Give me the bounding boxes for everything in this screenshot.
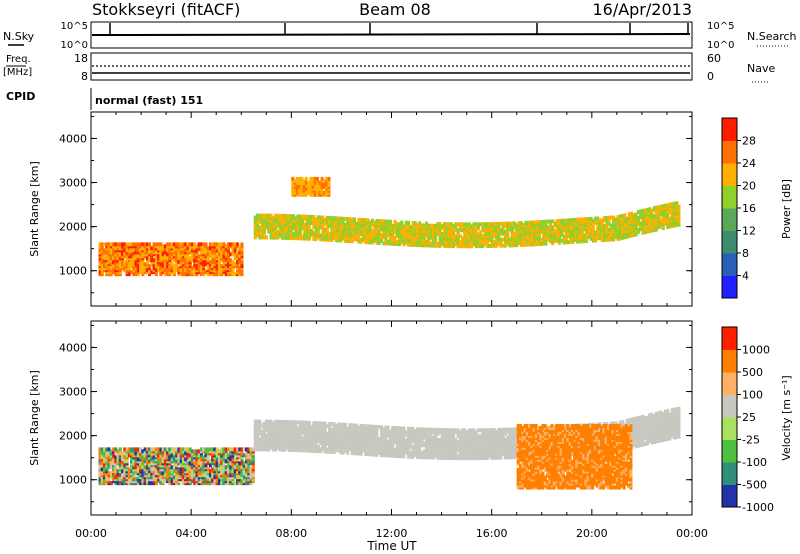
nave-tick-top: 60 — [707, 52, 721, 65]
colorbar-swatch — [722, 394, 737, 418]
cpid-label: CPID — [6, 90, 35, 103]
nsky-tick-top: 10^5 — [61, 21, 88, 32]
colorbar-swatch — [722, 462, 737, 485]
freq-panel — [90, 52, 693, 81]
power-colorbar: 4 8 12 16 20 24 28 Power [dB] — [721, 117, 793, 299]
heatmap-morning-flow — [98, 447, 255, 486]
colorbar-tick-label: 16 — [742, 202, 756, 215]
colorbar-swatch — [722, 275, 737, 299]
colorbar-tick-label: 100 — [742, 389, 763, 402]
colorbar-swatch — [722, 140, 737, 164]
colorbar-swatch — [722, 327, 737, 350]
colorbar-swatch — [722, 484, 737, 508]
x-tick-label: 04:00 — [175, 527, 207, 540]
heatmap-evening-flow — [516, 424, 633, 490]
colorbar-tick-label: -500 — [742, 479, 767, 492]
power-ylabel: Slant Range [km] — [28, 161, 41, 257]
nsky-tick-bottom: 10^0 — [61, 40, 88, 51]
x-axis-label: Time UT — [366, 539, 417, 553]
nave-label: Nave — [747, 62, 775, 75]
station-title: Stokkseyri (fitACF) — [92, 0, 240, 19]
y-tick-label: 4000 — [59, 341, 87, 354]
colorbar-tick-label: 8 — [742, 247, 749, 260]
colorbar-swatch — [722, 230, 737, 254]
nsky-spikes — [109, 23, 689, 35]
colorbar-swatch — [722, 208, 737, 231]
freq-label-2: [MHz] — [3, 67, 32, 78]
y-tick-label: 3000 — [59, 177, 87, 190]
x-tick-label: 00:00 — [75, 527, 107, 540]
velocity-colorbar: 1000 500 100 25 -25 -100 -500 -1000 Velocity [m… — [721, 326, 793, 514]
velocity-cbar-label: Velocity [m s⁻¹] — [780, 375, 793, 460]
y-tick-label: 2000 — [59, 221, 87, 234]
freq-label-1: Freq. — [6, 54, 31, 65]
nsky-trace — [91, 33, 691, 36]
cpid-value: normal (fast) 151 — [95, 94, 203, 107]
velocity-panel: 1000 2000 3000 4000 00:00 04:00 08:00 12:00 16:… — [28, 320, 708, 553]
colorbar-tick-label: -100 — [742, 456, 767, 469]
power-panel: 1000 2000 3000 4000 Slant Range [km] — [28, 111, 693, 307]
colorbar-swatch — [722, 417, 737, 440]
power-x-ticks — [90, 112, 693, 306]
colorbar-tick-label: -1000 — [742, 501, 774, 514]
nsearch-tick-bottom: 10^0 — [707, 40, 734, 51]
velocity-x-axis: 00:00 04:00 08:00 12:00 16:00 20:00 00:00 — [75, 321, 708, 540]
x-tick-label: 00:00 — [676, 527, 708, 540]
colorbar-tick-label: 4 — [742, 270, 749, 283]
velocity-y-axis: 1000 2000 3000 4000 — [59, 324, 692, 503]
colorbar-swatch — [722, 185, 737, 209]
heatmap-main-band — [253, 201, 681, 249]
y-tick-label: 4000 — [59, 132, 87, 145]
colorbar-tick-label: 20 — [742, 180, 756, 193]
colorbar-swatch — [722, 372, 737, 395]
x-tick-label: 20:00 — [576, 527, 608, 540]
colorbar-tick-label: 12 — [742, 225, 756, 238]
colorbar-tick-label: 500 — [742, 366, 763, 379]
power-heatmap — [98, 176, 681, 277]
colorbar-tick-label: 1000 — [742, 344, 770, 357]
date-title: 16/Apr/2013 — [592, 0, 692, 19]
y-tick-label: 2000 — [59, 430, 87, 443]
x-tick-label: 16:00 — [476, 527, 508, 540]
colorbar-swatch — [722, 439, 737, 463]
y-tick-label: 1000 — [59, 265, 87, 278]
heatmap-morning-patch — [98, 242, 244, 277]
freq-tick-top: 18 — [74, 52, 88, 65]
colorbar-tick-label: -25 — [742, 434, 760, 447]
colorbar-swatch — [722, 253, 737, 276]
velocity-heatmap — [98, 406, 681, 490]
nsearch-tick-top: 10^5 — [707, 21, 734, 32]
x-tick-label: 08:00 — [275, 527, 307, 540]
heatmap-upper-patch — [291, 176, 331, 197]
freq-tick-bottom: 8 — [81, 70, 88, 83]
power-cbar-label: Power [dB] — [780, 179, 793, 239]
colorbar-swatch — [722, 163, 737, 186]
nsearch-label: N.Search — [747, 30, 797, 43]
colorbar-tick-label: 25 — [742, 411, 756, 424]
colorbar-swatch — [722, 118, 737, 141]
power-y-axis: 1000 2000 3000 4000 — [59, 115, 692, 294]
colorbar-tick-label: 24 — [742, 157, 756, 170]
colorbar-swatch — [722, 349, 737, 373]
y-tick-label: 3000 — [59, 386, 87, 399]
velocity-ylabel: Slant Range [km] — [28, 370, 41, 466]
x-tick-label: 12:00 — [376, 527, 408, 540]
beam-title: Beam 08 — [359, 0, 431, 19]
nsky-label: N.Sky — [3, 30, 35, 43]
y-tick-label: 1000 — [59, 474, 87, 487]
nave-tick-bottom: 0 — [707, 70, 714, 83]
nsky-panel — [90, 21, 693, 49]
colorbar-tick-label: 28 — [742, 135, 756, 148]
